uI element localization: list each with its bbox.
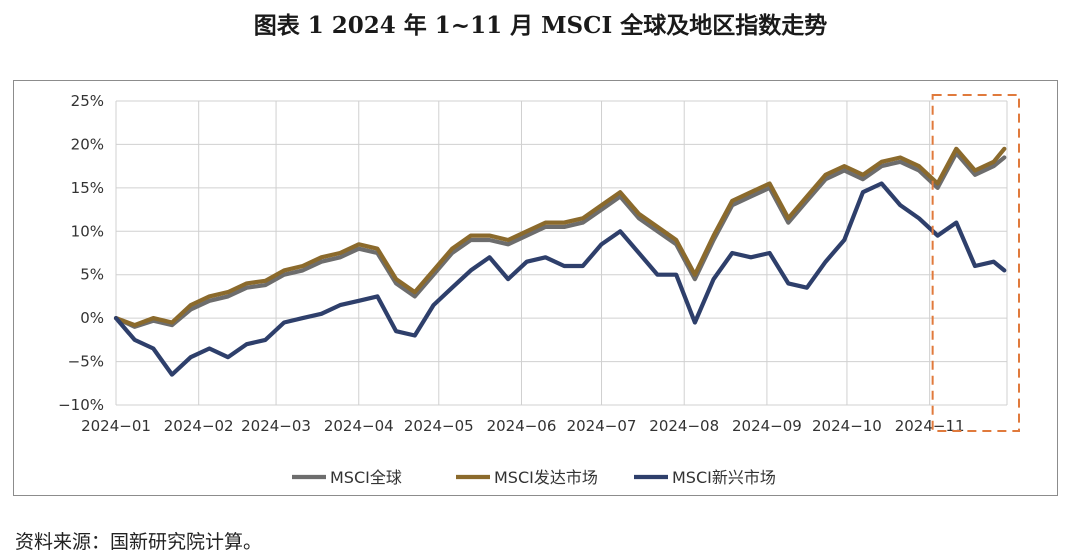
x-tick-label: 2024−10: [812, 417, 882, 435]
series-line-emerging: [113, 181, 1007, 377]
x-tick-label: 2024−08: [649, 417, 719, 435]
y-tick-label: 15%: [71, 179, 104, 197]
y-tick-label: 5%: [80, 266, 104, 284]
line-chart: −10% −5% 0% 5% 10% 15% 20% 25% 2024−01 2024−02 202…: [58, 92, 1020, 487]
x-tick-label: 2024−06: [487, 417, 557, 435]
series-line-global: [113, 150, 1007, 329]
series-line-developed: [113, 146, 1007, 328]
y-tick-label: 10%: [71, 222, 104, 240]
highlight-box: [931, 94, 1020, 432]
x-tick-label: 2024−09: [732, 417, 802, 435]
y-tick-label: −10%: [58, 396, 104, 414]
y-tick-label: 0%: [80, 309, 104, 327]
source-note: 资料来源：国新研究院计算。: [15, 531, 263, 553]
x-tick-label: 2024−07: [567, 417, 637, 435]
y-tick-label: 25%: [71, 92, 104, 110]
chart-title: 图表 1 2024 年 1~11 月 MSCI 全球及地区指数走势: [253, 12, 828, 39]
x-tick-label: 2024−02: [164, 417, 234, 435]
x-tick-label: 2024−05: [404, 417, 474, 435]
legend-global-label: MSCI全球: [330, 468, 402, 487]
x-tick-label: 2024−03: [241, 417, 311, 435]
y-tick-label: −5%: [68, 353, 104, 371]
x-tick-label: 2024−11: [895, 417, 965, 435]
x-tick-label: 2024−04: [324, 417, 394, 435]
chart-frame: −10% −5% 0% 5% 10% 15% 20% 25% 2024−01 2024−02 202…: [13, 80, 1058, 496]
x-tick-label: 2024−01: [81, 417, 151, 435]
y-tick-label: 20%: [71, 135, 104, 153]
legend-emerging-label: MSCI新兴市场: [672, 468, 776, 487]
legend-developed-label: MSCI发达市场: [494, 468, 598, 487]
